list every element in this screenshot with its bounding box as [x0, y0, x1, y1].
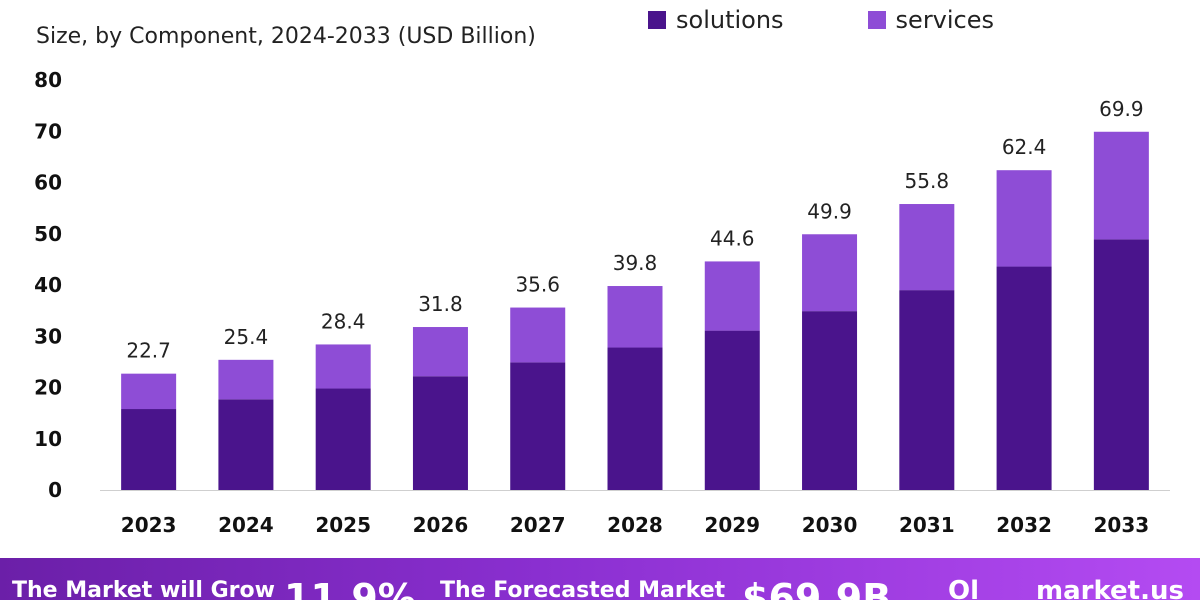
legend-item-solutions: solutions — [648, 6, 784, 34]
data-label-total: 22.7 — [126, 339, 171, 363]
bar-services-2025 — [315, 344, 371, 389]
bar-solutions-2032 — [996, 266, 1052, 490]
x-tick-label: 2026 — [413, 513, 469, 537]
footer-text-value: $69.9B — [742, 576, 892, 600]
y-tick-label: 60 — [34, 171, 62, 195]
bar-solutions-2027 — [510, 362, 566, 490]
bar-services-2024 — [218, 359, 274, 400]
data-label-total: 62.4 — [1002, 135, 1047, 159]
bar-solutions-2024 — [218, 399, 274, 490]
y-tick-label: 20 — [34, 376, 62, 400]
x-tick-label: 2029 — [704, 513, 760, 537]
bar-services-2023 — [121, 373, 177, 410]
x-tick-label: 2023 — [121, 513, 177, 537]
y-tick-label: 80 — [34, 68, 62, 92]
x-tick-label: 2031 — [899, 513, 955, 537]
data-label-total: 31.8 — [418, 292, 463, 316]
bar-services-2033 — [1093, 131, 1149, 240]
y-tick-label: 70 — [34, 119, 62, 143]
data-label-total: 44.6 — [710, 226, 755, 250]
bar-solutions-2029 — [704, 330, 760, 490]
y-tick-label: 10 — [34, 427, 62, 451]
data-label-total: 25.4 — [224, 325, 269, 349]
footer-text-forecast: The Forecasted Market — [440, 578, 726, 600]
bar-services-2027 — [510, 307, 566, 363]
legend-label-solutions: solutions — [676, 6, 784, 34]
bar-services-2028 — [607, 286, 663, 348]
footer-banner: The Market will Grow 11.9% The Forecaste… — [0, 558, 1200, 600]
footer-logo-mark: Ol — [948, 576, 980, 600]
chart-subtitle: Size, by Component, 2024-2033 (USD Billi… — [36, 24, 536, 49]
data-label-total: 35.6 — [515, 273, 560, 297]
footer-brand: market.us — [1036, 576, 1184, 600]
legend-label-services: services — [895, 6, 995, 34]
bar-solutions-2025 — [315, 388, 371, 490]
bar-services-2029 — [704, 261, 760, 331]
data-label-total: 39.8 — [613, 251, 658, 275]
bar-services-2030 — [802, 234, 858, 312]
bar-solutions-2026 — [412, 376, 468, 490]
bar-solutions-2023 — [121, 409, 177, 490]
legend-swatch-services — [867, 11, 886, 29]
legend: solutions services — [648, 6, 994, 34]
bar-chart: 0102030405060708022.7202325.4202428.4202… — [34, 68, 1170, 537]
y-tick-label: 50 — [34, 222, 62, 246]
legend-swatch-solutions — [648, 11, 666, 29]
bar-services-2032 — [996, 170, 1052, 267]
bar-solutions-2031 — [899, 290, 955, 490]
bar-solutions-2030 — [802, 311, 858, 490]
x-tick-label: 2033 — [1094, 513, 1150, 537]
bar-solutions-2033 — [1093, 239, 1149, 490]
footer-text-grow: The Market will Grow — [12, 578, 275, 600]
legend-item-services: services — [867, 6, 995, 34]
x-tick-label: 2024 — [218, 513, 274, 537]
footer-text-cagr: 11.9% — [284, 576, 416, 600]
x-tick-label: 2028 — [607, 513, 663, 537]
data-label-total: 28.4 — [321, 309, 366, 333]
bar-services-2026 — [412, 327, 468, 377]
bar-solutions-2028 — [607, 347, 663, 490]
y-tick-label: 40 — [34, 273, 62, 297]
y-tick-label: 30 — [34, 324, 62, 348]
data-label-total: 69.9 — [1099, 97, 1144, 121]
x-tick-label: 2030 — [802, 513, 858, 537]
y-tick-label: 0 — [48, 478, 62, 502]
x-tick-label: 2027 — [510, 513, 566, 537]
data-label-total: 55.8 — [905, 169, 950, 193]
x-tick-label: 2032 — [996, 513, 1052, 537]
x-tick-label: 2025 — [315, 513, 371, 537]
data-label-total: 49.9 — [807, 199, 852, 223]
bar-services-2031 — [899, 204, 955, 291]
